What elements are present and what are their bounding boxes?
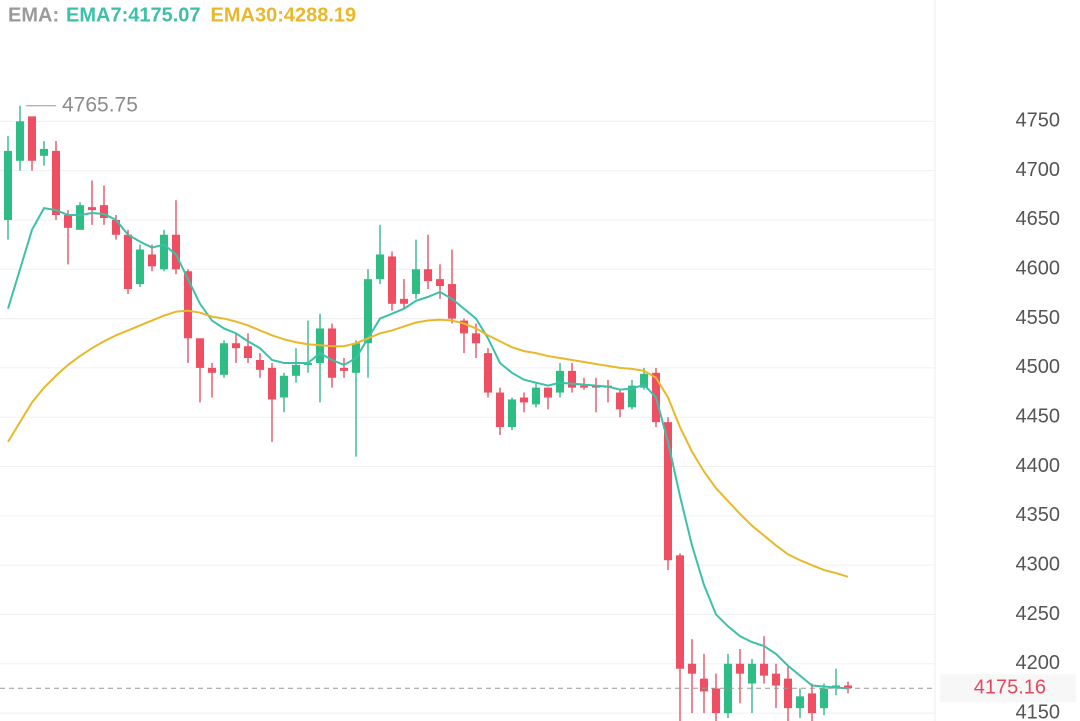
candle-body (532, 387, 540, 405)
candle-body (736, 663, 744, 674)
candle-body (688, 663, 696, 674)
ema-line (7, 207, 849, 690)
candle-body (208, 367, 216, 373)
y-tick-label: 4700 (1016, 159, 1061, 181)
candle-body (448, 284, 456, 319)
candle-body (472, 333, 480, 344)
y-tick-label: 4450 (1016, 405, 1061, 427)
candle-body (52, 150, 60, 216)
candle-body (568, 370, 576, 388)
candle-body (4, 150, 12, 220)
candle-body (232, 343, 240, 349)
y-tick-label: 4750 (1016, 110, 1061, 132)
y-tick-label: 4500 (1016, 356, 1061, 378)
candle-body (748, 663, 756, 684)
candle-body (340, 367, 348, 371)
candle-body (364, 279, 372, 344)
candle-body (724, 663, 732, 714)
candle-body (256, 360, 264, 370)
y-tick-label: 4600 (1016, 258, 1061, 280)
candle-body (628, 385, 636, 408)
candle-body (484, 353, 492, 393)
candle-body (328, 328, 336, 378)
candle-body (664, 422, 672, 561)
ema-line (7, 309, 849, 578)
candle-body (508, 399, 516, 428)
candle-body (160, 234, 168, 270)
legend-entry: EMA30:4288.19 (211, 4, 357, 26)
legend-prefix: EMA: (8, 4, 59, 26)
candle-body (88, 207, 96, 211)
candle-body (172, 234, 180, 270)
candle-body (136, 249, 144, 285)
candle-body (244, 346, 252, 359)
y-tick-label: 4200 (1016, 652, 1061, 674)
candle-body (376, 254, 384, 280)
candle-body (412, 269, 420, 294)
candle-body (544, 387, 552, 398)
y-tick-label: 4150 (1016, 701, 1061, 721)
y-tick-label: 4350 (1016, 504, 1061, 526)
candle-body (76, 205, 84, 230)
candle-body (808, 693, 816, 714)
candle-body (436, 279, 444, 287)
last-price-label: 4175.16 (974, 677, 1046, 699)
candle-body (580, 385, 588, 388)
last-price-box (940, 674, 1076, 703)
candle-body (796, 696, 804, 709)
candle-body (616, 392, 624, 410)
candle-body (772, 673, 780, 686)
candle-body (676, 555, 684, 669)
y-tick-label: 4250 (1016, 603, 1061, 625)
candle-body (280, 375, 288, 398)
candle-body (388, 256, 396, 304)
candle-body (124, 234, 132, 289)
y-tick-label: 4300 (1016, 553, 1061, 575)
candle-body (268, 367, 276, 400)
candle-body (700, 678, 708, 692)
candle-body (292, 364, 300, 376)
candle-body (844, 685, 852, 689)
candle-body (100, 205, 108, 218)
candle-body (760, 663, 768, 676)
candle-body (784, 678, 792, 709)
candle-body (148, 254, 156, 267)
candle-body (400, 298, 408, 304)
candle-body (64, 215, 72, 228)
candle-body (28, 116, 36, 161)
candle-body (712, 688, 720, 714)
candle-body (112, 219, 120, 235)
candle-body (16, 121, 24, 161)
candle-body (520, 397, 528, 403)
candle-body (640, 373, 648, 388)
candle-body (820, 688, 828, 709)
y-tick-label: 4650 (1016, 208, 1061, 230)
y-tick-label: 4550 (1016, 307, 1061, 329)
candle-body (496, 392, 504, 428)
candle-body (220, 343, 228, 375)
max-label: 4765.75 (62, 93, 138, 116)
candle-body (184, 271, 192, 339)
candle-body (460, 320, 468, 334)
candle-body (196, 338, 204, 368)
legend-entry: EMA7:4175.07 (66, 4, 201, 26)
y-tick-label: 4400 (1016, 455, 1061, 477)
candle-body (424, 269, 432, 282)
candle-body (40, 148, 48, 156)
